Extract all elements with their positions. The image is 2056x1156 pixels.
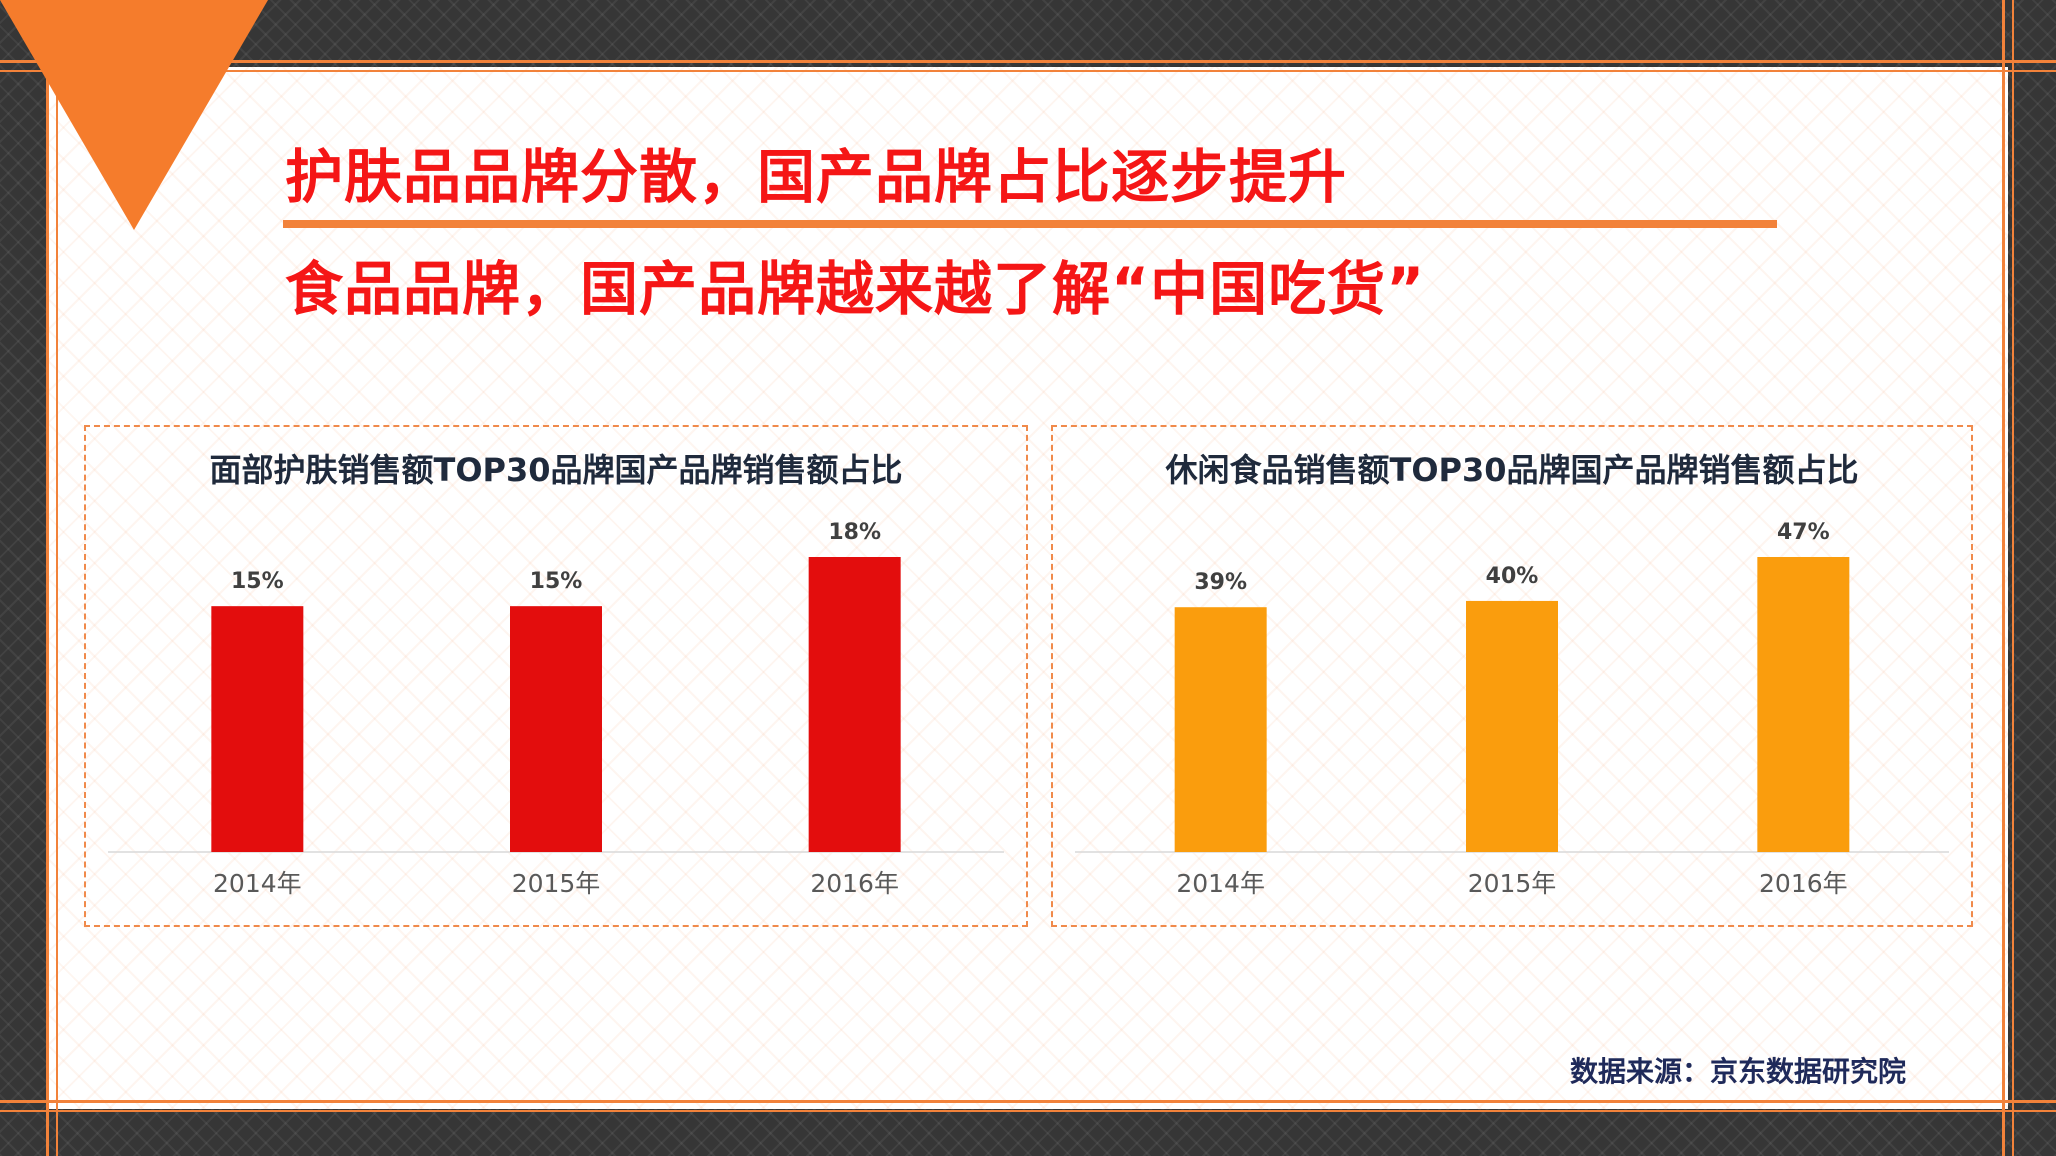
slide-canvas: [48, 67, 2008, 1109]
corner-triangle-decoration: [0, 0, 268, 230]
bar-2016年: [808, 557, 901, 852]
headline-line-1: 护肤品品牌分散，国产品牌占比逐步提升: [285, 143, 1348, 211]
data-label: 39%: [1194, 570, 1247, 595]
frame-line-right: [2002, 0, 2005, 1156]
frame-line-left-inner: [56, 0, 58, 1156]
bar-2014年: [211, 606, 304, 852]
frame-line-right-inner: [2012, 0, 2014, 1156]
data-label: 15%: [530, 569, 583, 594]
chart-panel-skincare: 面部护肤销售额TOP30品牌国产品牌销售额占比 15% 2014年 15% 2015年…: [84, 425, 1028, 927]
data-label: 40%: [1486, 564, 1539, 589]
data-label: 18%: [828, 520, 881, 545]
chart-panel-snacks: 休闲食品销售额TOP30品牌国产品牌销售额占比 39% 2014年 40% 2015年…: [1051, 425, 1973, 927]
x-tick-label: 2016年: [1759, 869, 1848, 898]
x-tick-label: 2014年: [1176, 869, 1265, 898]
bar-chart-snacks: 39% 2014年 40% 2015年 47% 2016年: [1075, 520, 1949, 898]
x-tick-label: 2016年: [810, 869, 899, 898]
frame-line-top-inner: [0, 70, 2056, 72]
frame-line-top: [0, 60, 2056, 63]
headline-divider: [283, 220, 1777, 228]
data-source-note: 数据来源：京东数据研究院: [1569, 1055, 1906, 1088]
bar-2015年: [1466, 600, 1558, 852]
bar-2016年: [1757, 557, 1850, 852]
data-label: 47%: [1777, 520, 1830, 545]
bar-2014年: [1174, 607, 1267, 852]
data-label: 15%: [231, 569, 284, 594]
chart-title-snacks: 休闲食品销售额TOP30品牌国产品牌销售额占比: [1165, 451, 1859, 489]
frame-line-left: [46, 0, 49, 1156]
frame-line-bottom: [0, 1100, 2056, 1103]
bar-chart-skincare: 15% 2014年 15% 2015年 18% 2016年: [108, 520, 1004, 898]
chart-title-skincare: 面部护肤销售额TOP30品牌国产品牌销售额占比: [209, 451, 903, 489]
x-tick-label: 2015年: [1468, 869, 1557, 898]
headline-line-2: 食品品牌，国产品牌越来越了解“中国吃货”: [285, 255, 1426, 323]
x-tick-label: 2015年: [512, 869, 601, 898]
frame-line-bottom-inner: [0, 1110, 2056, 1112]
bar-2015年: [510, 606, 602, 852]
x-tick-label: 2014年: [213, 869, 302, 898]
